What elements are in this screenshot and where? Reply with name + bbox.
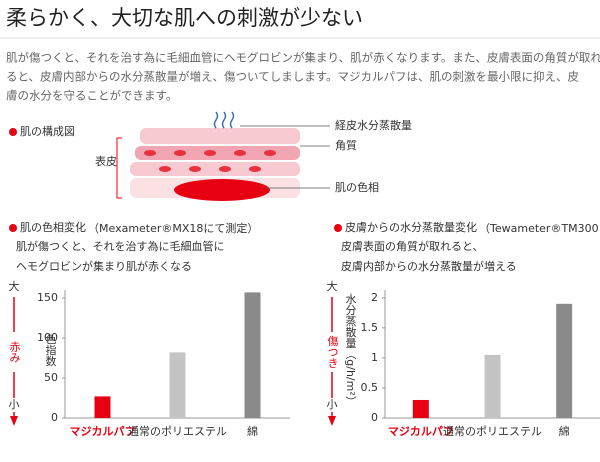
scale-label-bg xyxy=(7,332,21,372)
x-tick-label: マジカルパフ xyxy=(388,425,454,438)
x-tick-label: 綿 xyxy=(559,424,570,438)
intro-line: 肌が傷つくと、それを治す為に毛細血管にヘモグロビンが集まり、肌が赤くなります。ま… xyxy=(6,51,600,65)
scale-label: 赤み xyxy=(8,341,21,363)
y-tick-label: 150 xyxy=(37,291,58,304)
bullet xyxy=(9,224,17,232)
skin-diagram xyxy=(116,111,330,201)
x-tick-label: 綿 xyxy=(247,424,258,438)
y-tick-label: 50 xyxy=(44,371,58,384)
chart-title: 皮膚からの水分蒸散量変化 xyxy=(345,220,477,234)
x-tick-label: 通常のポリエステル xyxy=(128,425,227,438)
intro-line: ると、皮膚内部からの水分蒸散量が増え、傷ついてしまします。マジカルパフは、肌の刺… xyxy=(6,70,580,84)
y-axis-label: 水分蒸散量（g/h/m²） xyxy=(344,293,357,407)
y-axis-label: 色指数 xyxy=(44,332,57,367)
chart-subtitle: 肌が傷つくと、それを治す為に毛細血管に xyxy=(16,239,225,253)
scale-arrow-head xyxy=(328,416,336,426)
chart-note: （Tewameter®TM300にて測定） xyxy=(479,221,600,235)
bar xyxy=(484,354,501,418)
bar xyxy=(244,292,261,418)
scale-label: 傷つき xyxy=(326,334,339,368)
chart-title: 肌の色相変化 xyxy=(20,220,86,234)
y-tick-label: 0 xyxy=(371,411,378,424)
diagram-label: 角質 xyxy=(335,138,357,152)
scale-arrow-head xyxy=(10,416,18,426)
scale-label-bg xyxy=(325,332,339,372)
scale-low: 小 xyxy=(9,398,20,411)
chart-subtitle: 皮膚内部からの水分蒸散量が増える xyxy=(341,259,517,273)
chart-subtitle: ヘモグロビンが集まり肌が赤くなる xyxy=(16,259,192,273)
bar xyxy=(169,352,186,418)
scale-high: 大 xyxy=(9,279,20,293)
chart-subtitle: 皮膚表面の角質が取れると、 xyxy=(341,239,484,253)
x-tick-label: 通常のポリエステル xyxy=(443,425,542,438)
scale-high: 大 xyxy=(327,279,338,293)
y-tick-label: 1.5 xyxy=(361,321,379,334)
x-tick-label: マジカルパフ xyxy=(70,425,136,438)
intro-line: 膚の水分を守ることができます。 xyxy=(6,89,177,103)
diagram-label: 経皮水分蒸散量 xyxy=(335,118,412,132)
bar xyxy=(556,303,573,418)
bar xyxy=(412,399,429,418)
bar xyxy=(94,396,111,418)
scale-low: 小 xyxy=(327,398,338,411)
y-tick-label: 0.5 xyxy=(361,381,379,394)
title: 柔らかく、大切な肌への刺激が少ない xyxy=(6,6,363,30)
scale-low-bg xyxy=(7,398,21,412)
y-tick-label: 100 xyxy=(37,331,58,344)
bullet xyxy=(9,128,17,136)
diagram-label: 肌の色相 xyxy=(335,180,379,194)
diagram-label: 表皮 xyxy=(95,154,117,168)
y-tick-label: 2 xyxy=(371,291,378,304)
bullet xyxy=(334,224,342,232)
diagram-title: 肌の構成図 xyxy=(20,125,75,138)
y-tick-label: 0 xyxy=(51,411,58,424)
chart-note: （Mexameter®MX18にて測定） xyxy=(88,221,258,235)
scale-low-bg xyxy=(325,398,339,412)
y-tick-label: 1 xyxy=(371,351,378,364)
